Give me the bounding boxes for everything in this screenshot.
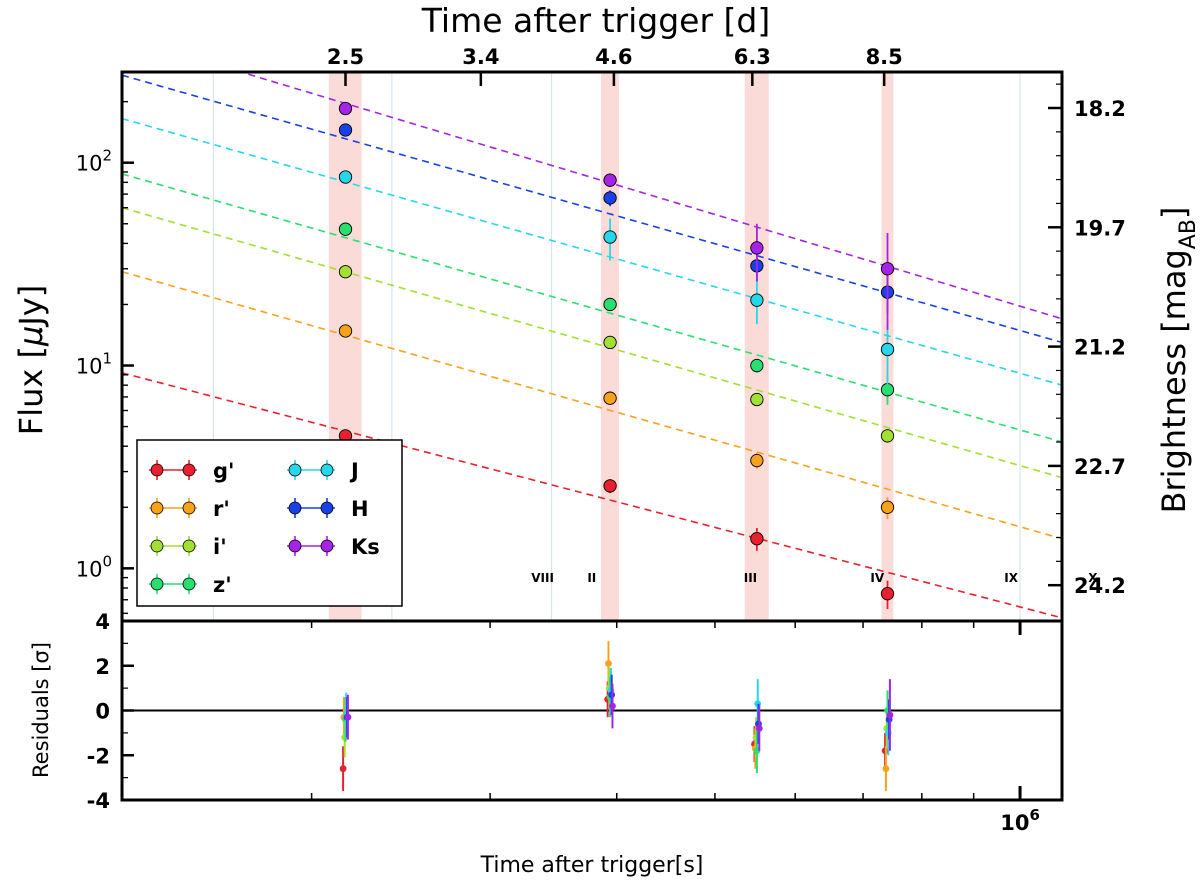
- residual-point: [609, 702, 616, 710]
- flux-point: [603, 230, 617, 244]
- epoch-roman-label: IV: [870, 571, 884, 585]
- flux-point: [603, 191, 617, 205]
- epoch-roman-label: III: [744, 571, 757, 585]
- residual-tick-label: -2: [87, 744, 110, 768]
- legend-marker: [150, 539, 164, 553]
- axis-labels: VVIIIIIIIIIVIXX10210110018.219.721.222.7…: [12, 1, 1200, 878]
- flux-point: [750, 392, 764, 407]
- residual-tick-label: -4: [87, 789, 110, 813]
- flux-point: [603, 479, 617, 493]
- model-line: [238, 72, 1062, 320]
- right-tick-label: 19.7: [1074, 216, 1126, 240]
- y-tick-label: 102: [76, 147, 112, 176]
- legend-label: r': [213, 497, 230, 521]
- legend-box: [136, 439, 403, 607]
- flux-point: [603, 173, 617, 187]
- flux-point: [880, 587, 895, 601]
- flux-point: [338, 265, 353, 279]
- epoch-roman-label: VIII: [531, 571, 554, 585]
- legend-marker: [288, 501, 302, 515]
- flux-point: [338, 123, 353, 137]
- flux-point: [880, 383, 895, 397]
- residual-tick-label: 2: [95, 655, 110, 679]
- epoch-roman-label: X: [1088, 571, 1098, 585]
- model-line: [122, 206, 1062, 479]
- right-tick-label: 21.2: [1074, 336, 1126, 360]
- legend-label: z': [213, 573, 232, 597]
- epoch-roman-label: IX: [1004, 571, 1018, 585]
- legend-marker: [150, 501, 164, 515]
- legend: g' r' i' z' JH Ks: [136, 439, 403, 607]
- flux-point: [750, 532, 764, 546]
- legend-marker: [320, 463, 334, 477]
- legend-marker: [150, 577, 164, 591]
- top-tick-label: 2.5: [327, 45, 364, 69]
- legend-label: J: [349, 459, 359, 483]
- flux-point: [880, 262, 895, 276]
- flux-point: [603, 335, 617, 350]
- top-tick-label: 3.4: [462, 45, 499, 69]
- residual-point: [344, 713, 352, 721]
- residual-panel: [120, 619, 1064, 802]
- x-axis-title: Time after trigger[s]: [480, 853, 704, 878]
- y-tick-label: 100: [76, 552, 112, 581]
- legend-marker: [182, 463, 196, 477]
- model-line: [122, 117, 1062, 386]
- legend-label: g': [213, 459, 234, 483]
- top-tick-label: 8.5: [866, 45, 903, 69]
- legend-marker: [320, 539, 334, 553]
- flux-point: [603, 391, 617, 405]
- residual-tick-label: 0: [95, 700, 110, 724]
- residual-point: [755, 725, 763, 732]
- residual-point: [605, 660, 612, 667]
- y-axis-title: Flux [μJy]: [12, 285, 50, 435]
- legend-marker: [320, 501, 334, 515]
- residual-point: [882, 765, 890, 773]
- legend-label: i': [213, 535, 227, 559]
- flux-point: [750, 293, 764, 307]
- legend-label: H: [351, 497, 369, 521]
- top-axis-title: Time after trigger [d]: [421, 1, 770, 40]
- flux-point: [338, 101, 353, 116]
- model-line: [122, 270, 1062, 540]
- flux-point: [338, 324, 353, 338]
- flux-point: [338, 222, 353, 236]
- model-line: [122, 74, 1062, 344]
- flux-point: [880, 429, 895, 443]
- legend-marker: [288, 539, 302, 553]
- epoch-roman-label: II: [587, 571, 596, 585]
- top-tick-label: 4.6: [595, 45, 632, 69]
- flux-point: [880, 342, 895, 357]
- legend-label: Ks: [351, 535, 380, 559]
- flux-point: [750, 358, 764, 373]
- legend-marker: [150, 463, 164, 477]
- model-line: [122, 173, 1062, 443]
- right-tick-label: 18.2: [1074, 97, 1126, 121]
- right-axis-title: Brightness [magAB]: [1155, 207, 1200, 514]
- legend-marker: [182, 577, 196, 591]
- flux-point: [880, 500, 895, 514]
- top-tick-label: 6.3: [734, 45, 771, 69]
- right-tick-label: 24.2: [1074, 574, 1126, 598]
- legend-marker: [182, 501, 196, 515]
- legend-marker: [288, 463, 302, 477]
- flux-point: [603, 297, 617, 312]
- flux-point: [750, 241, 764, 255]
- flux-point: [750, 453, 764, 468]
- residual-tick-label: 4: [95, 610, 110, 634]
- residual-axis-title: Residuals [σ]: [29, 642, 53, 778]
- residual-point: [339, 765, 347, 773]
- residual-point: [886, 711, 894, 719]
- legend-marker: [182, 539, 196, 553]
- flux-point: [338, 170, 353, 184]
- x-tick-label: 106: [1000, 806, 1040, 835]
- y-tick-label: 101: [76, 350, 112, 379]
- flux-panel: [120, 70, 1064, 623]
- right-tick-label: 22.7: [1074, 455, 1126, 479]
- model-line: [122, 372, 1062, 619]
